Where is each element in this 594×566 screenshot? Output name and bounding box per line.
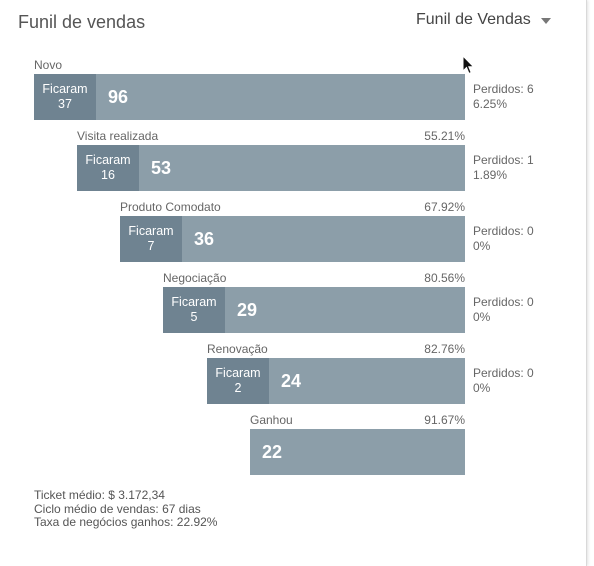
average-sales-cycle: Ciclo médio de vendas: 67 dias (34, 501, 201, 516)
stayed-count: 7 (147, 239, 155, 253)
stayed-box: Ficaram 5 (163, 287, 225, 333)
funnel-stage-novo: Novo Ficaram 37 96 (34, 58, 465, 120)
stage-bar[interactable]: 22 (250, 429, 465, 475)
mouse-pointer-icon (462, 55, 475, 75)
stage-conversion-percent: 80.56% (424, 271, 465, 285)
stayed-box: Ficaram 7 (120, 216, 182, 262)
stage-name: Visita realizada (77, 129, 159, 143)
stayed-label: Ficaram (42, 82, 88, 96)
funnel-stage-negociacao: Negociação 80.56% Ficaram 5 29 (163, 271, 465, 333)
stage-bar[interactable]: Ficaram 5 29 (163, 287, 465, 333)
lost-info: Perdidos: 6 6.25% (473, 82, 534, 112)
stage-conversion-percent: 55.21% (424, 129, 465, 143)
lost-label: Perdidos: 0 (473, 295, 534, 309)
stage-conversion-percent: 67.92% (424, 200, 465, 214)
win-rate: Taxa de negócios ganhos: 22.92% (34, 515, 218, 529)
lost-info: Perdidos: 1 1.89% (473, 153, 534, 183)
lost-label: Perdidos: 0 (473, 366, 534, 380)
stage-bar[interactable]: Ficaram 7 36 (120, 216, 465, 262)
funnel-stage-renovacao: Renovação 82.76% Ficaram 2 24 (207, 342, 465, 404)
funnel-selector-label: Funil de Vendas (416, 11, 531, 28)
stage-name: Negociação (163, 271, 227, 285)
lost-label: Perdidos: 0 (473, 224, 534, 238)
stayed-label: Ficaram (171, 295, 217, 309)
stage-name: Renovação (207, 342, 268, 356)
card-title: Funil de vendas (18, 12, 146, 32)
stage-total: 96 (108, 87, 129, 107)
stayed-count: 5 (190, 310, 198, 324)
stage-total: 36 (194, 229, 215, 249)
funnel-selector-dropdown[interactable]: Funil de Vendas (416, 11, 551, 29)
stayed-box: Ficaram 2 (207, 358, 269, 404)
lost-label: Perdidos: 6 (473, 82, 534, 96)
funnel-stage-visita-realizada: Visita realizada 55.21% Ficaram 16 53 (77, 129, 465, 191)
stage-bar[interactable]: Ficaram 16 53 (77, 145, 465, 191)
stayed-box: Ficaram 16 (77, 145, 139, 191)
lost-percent: 6.25% (473, 97, 508, 111)
stage-total: 24 (281, 371, 302, 391)
lost-percent: 0% (473, 381, 491, 395)
ticket-average: Ticket médio: $ 3.172,34 (34, 488, 165, 502)
stayed-label: Ficaram (215, 366, 261, 380)
lost-info: Perdidos: 0 0% (473, 366, 534, 396)
lost-label: Perdidos: 1 (473, 153, 534, 167)
stayed-count: 2 (234, 381, 242, 395)
stage-conversion-percent: 82.76% (424, 342, 465, 356)
stage-bar[interactable]: Ficaram 2 24 (207, 358, 465, 404)
funnel-stage-produto-comodato: Produto Comodato 67.92% Ficaram 7 36 (120, 200, 465, 262)
stayed-label: Ficaram (85, 153, 131, 167)
lost-percent: 0% (473, 239, 491, 253)
lost-info: Perdidos: 0 0% (473, 224, 534, 254)
lost-percent: 1.89% (473, 168, 508, 182)
stage-bar[interactable]: Ficaram 37 96 (34, 74, 465, 120)
stage-total: 22 (262, 442, 283, 462)
lost-info: Perdidos: 0 0% (473, 295, 534, 325)
stayed-count: 16 (101, 168, 115, 182)
stage-total: 53 (151, 158, 172, 178)
stayed-label: Ficaram (128, 224, 174, 238)
caret-down-icon (540, 18, 551, 24)
stage-conversion-percent: 91.67% (424, 413, 465, 427)
summary-footer: Ticket médio: $ 3.172,34 Ciclo médio de … (34, 488, 218, 530)
stage-total: 29 (237, 300, 258, 320)
stayed-count: 37 (58, 97, 72, 111)
lost-percent: 0% (473, 310, 491, 324)
stage-name: Novo (34, 58, 63, 72)
stage-name: Ganhou (250, 413, 293, 427)
stage-name: Produto Comodato (120, 200, 221, 214)
stayed-box: Ficaram 37 (34, 74, 96, 120)
funnel-stage-ganhou: Ganhou 91.67% 22 (250, 413, 465, 475)
